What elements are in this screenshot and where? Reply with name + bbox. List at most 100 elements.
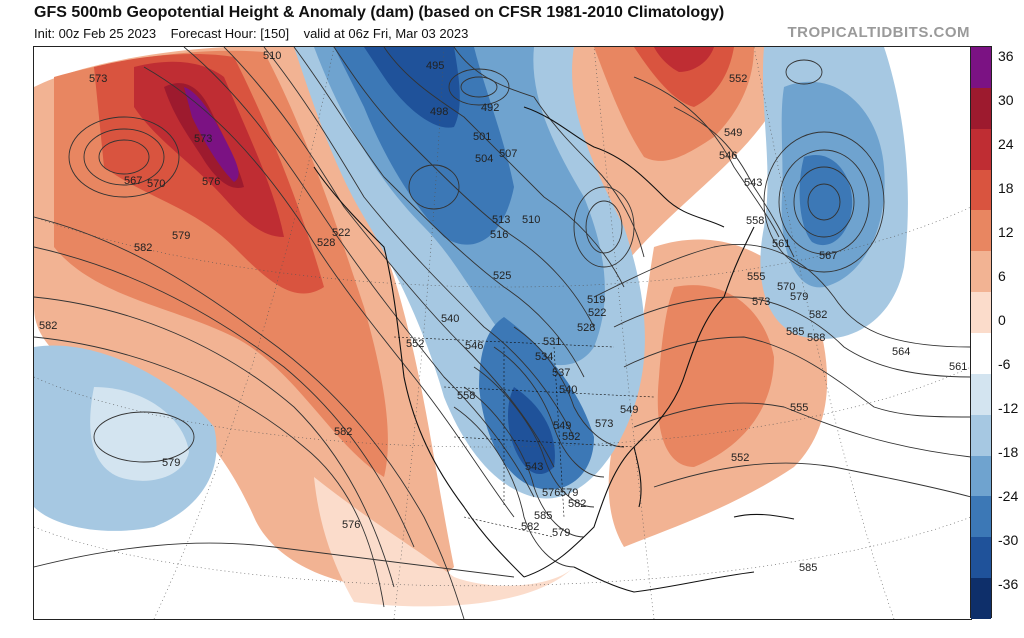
contour-label: 522 [332,227,350,239]
contour-label: 582 [521,521,539,533]
colorbar-segment [971,455,991,497]
contour-label: 579 [790,291,808,303]
graticule [34,47,971,619]
colorbar-label: 30 [998,91,1014,108]
init-time: Init: 00z Feb 25 2023 [34,26,157,41]
contour-label: 540 [441,313,459,325]
contour-label: 573 [89,73,107,85]
colorbar-label: 24 [998,135,1014,152]
contour-label: 549 [620,404,638,416]
colorbar-label: 12 [998,223,1014,240]
contour-label: 555 [747,271,765,283]
contour-label: 516 [490,229,508,241]
colorbar-segment [971,373,991,416]
contour-label: 537 [552,367,570,379]
colorbar-segment [971,537,991,579]
contour-label: 492 [481,102,499,114]
colorbar-segment [971,414,991,457]
contour-label: 501 [473,131,491,143]
contour-label: 498 [430,106,448,118]
colorbar-segment [971,292,991,334]
contour-label: 564 [892,346,910,358]
contour-label: 549 [724,127,742,139]
contour-label: 585 [799,562,817,574]
contour-label: 528 [577,322,595,334]
contour-label: 582 [39,320,57,332]
contour-label: 510 [522,214,540,226]
political-borders [393,336,655,538]
colorbar-label: 0 [998,311,1006,328]
contour-label: 582 [809,309,827,321]
contour-label: 519 [587,294,605,306]
contour-label: 585 [534,510,552,522]
colorbar-label: 6 [998,267,1006,284]
colorbar-label: -30 [998,531,1019,548]
contour-label: 552 [731,452,749,464]
contour-label: 546 [719,150,737,162]
colorbar-label: -24 [998,487,1019,504]
contour-label: 567 [124,175,142,187]
contour-label: 558 [457,390,475,402]
map-title: GFS 500mb Geopotential Height & Anomaly … [34,4,725,21]
contour-label: 570 [147,178,165,190]
contour-label: 579 [552,527,570,539]
contour-label: 495 [426,60,444,72]
contour-label: 525 [493,270,511,282]
forecast-hour: Forecast Hour: [150] [170,26,290,41]
contour-label: 567 [819,250,837,262]
watermark: TROPICALTIDBITS.COM [787,24,970,41]
contour-label: 561 [949,361,967,373]
colorbar-segment [971,87,991,130]
colorbar-segment [971,169,991,211]
contour-label: 522 [588,307,606,319]
contour-label: 585 [786,326,804,338]
height-contours [34,47,971,619]
map-subtitle: Init: 00z Feb 25 2023 Forecast Hour: [15… [34,26,468,41]
contour-label: 570 [777,281,795,293]
coastlines [313,106,795,593]
contour-label: 561 [772,238,790,250]
colorbar-segment [971,47,991,89]
contour-label: 576 [342,519,360,531]
contour-label: 573 [752,296,770,308]
contour-label: 582 [134,242,152,254]
contour-label: 555 [790,402,808,414]
contour-label: 540 [559,384,577,396]
colorbar-segment [971,578,991,620]
contour-label: 510 [263,50,281,62]
anomaly-colorbar [970,46,992,620]
valid-time: valid at 06z Fri, Mar 03 2023 [303,26,469,41]
contour-labels: 573 573 567 570 576 582 579 528 522 510 … [39,50,967,574]
contour-label: 588 [807,332,825,344]
contour-label: 546 [465,340,483,352]
contour-label: 573 [595,418,613,430]
colorbar-label: -18 [998,443,1019,460]
contour-label: 531 [543,336,561,348]
contour-label: 552 [406,338,424,350]
colorbar-label: -36 [998,575,1019,592]
contour-label: 582 [334,426,352,438]
contour-label: 573 [194,133,212,145]
colorbar-label: 18 [998,179,1014,196]
contour-label: 528 [317,237,335,249]
colorbar-segment [971,128,991,171]
contour-label: 582 [568,498,586,510]
colorbar-label: -6 [998,355,1011,372]
contour-label: 552 [729,73,747,85]
contour-label: 576 [202,176,220,188]
colorbar-segment [971,251,991,293]
contour-label: 543 [744,177,762,189]
colorbar-segment [971,333,991,375]
contour-label: 558 [746,215,764,227]
contour-label: 579 [560,487,578,499]
contour-label: 549 [553,420,571,432]
map-panel: 573 573 567 570 576 582 579 528 522 510 … [33,46,972,620]
colorbar-label: -12 [998,399,1019,416]
contour-label: 504 [475,153,493,165]
contour-label: 543 [525,461,543,473]
colorbar-label: 36 [998,47,1014,64]
contour-label: 552 [562,431,580,443]
colorbar-segment [971,210,991,252]
contour-label: 534 [535,351,553,363]
contour-label: 513 [492,214,510,226]
